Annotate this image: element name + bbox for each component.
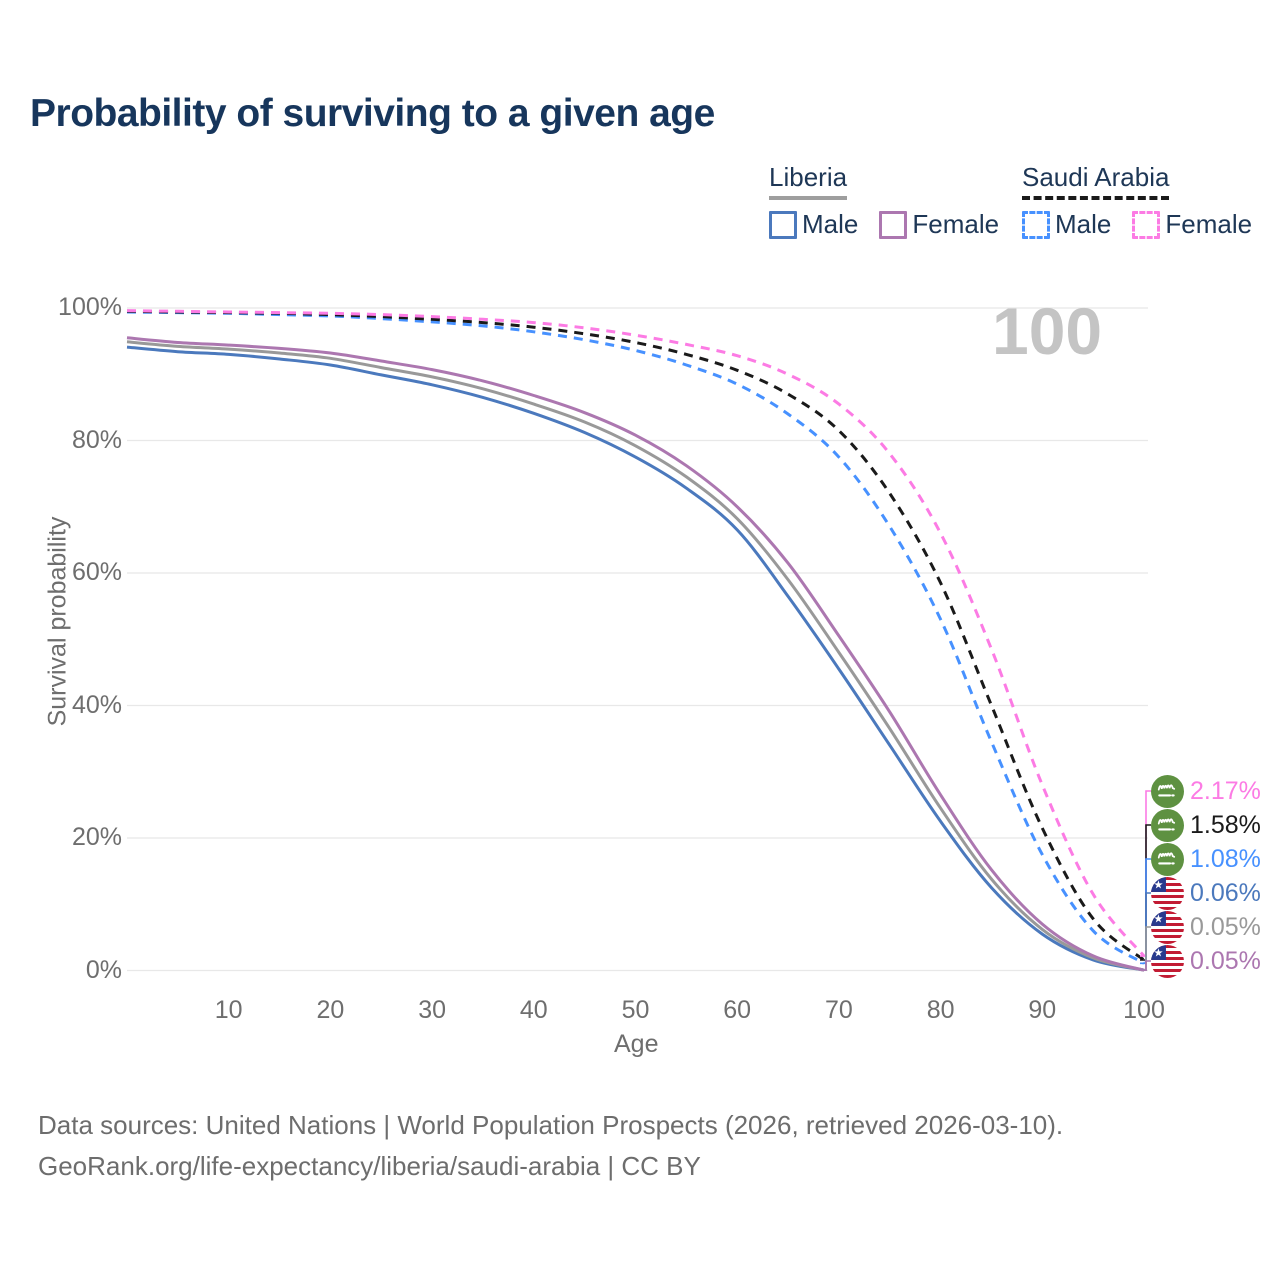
saudi-arabia-flag-icon (1151, 808, 1184, 842)
x-tick-50: 50 (621, 996, 650, 1024)
legend-item-saudi-arabia-female[interactable]: Female (1132, 209, 1252, 240)
x-tick-100: 100 (1123, 996, 1165, 1024)
end-label-saudi-arabia-male: 1.08% (1151, 842, 1261, 876)
x-tick-20: 20 (316, 996, 345, 1024)
end-label-saudi-arabia-both-sexes: 1.58% (1151, 808, 1261, 842)
end-label-liberia-both-sexes: 0.05% (1151, 910, 1261, 944)
legend-swatch-female (879, 210, 908, 239)
liberia-flag-icon (1151, 944, 1184, 978)
legend-label: Female (1165, 209, 1253, 239)
series-line-saudi-arabia-female[interactable] (126, 309, 1146, 958)
x-tick-90: 90 (1028, 996, 1057, 1024)
liberia-flag-icon (1151, 876, 1184, 910)
series-line-liberia-male[interactable] (126, 345, 1145, 972)
y-tick-20%: 20% (71, 823, 122, 851)
end-label-saudi-arabia-female: 2.17% (1151, 774, 1261, 808)
end-label-value: 1.58% (1190, 810, 1261, 839)
legend-swatch-male (769, 210, 797, 239)
end-label-connector-liberia-female (1140, 960, 1151, 971)
x-tick-10: 10 (214, 996, 243, 1024)
legend-item-liberia-female[interactable]: Female (879, 209, 999, 240)
series-line-saudi-arabia-both-sexes[interactable] (126, 309, 1145, 962)
legend-country-saudi-arabia[interactable]: Saudi Arabia (1022, 162, 1170, 200)
end-label-liberia-female: 0.05% (1151, 944, 1261, 978)
footer-attribution-line: GeoRank.org/life-expectancy/liberia/saud… (38, 1151, 701, 1181)
y-tick-40%: 40% (71, 690, 122, 719)
series-line-liberia-both-sexes[interactable] (126, 340, 1145, 972)
legend-item-liberia-male[interactable]: Male (769, 209, 858, 240)
end-label-value: 0.06% (1190, 878, 1261, 907)
page-title: Probability of surviving to a given age (30, 92, 715, 135)
legend-items: Male Female (1022, 209, 1273, 240)
end-label-liberia-male: 0.06% (1151, 876, 1261, 910)
legend-swatch-male (1022, 210, 1050, 239)
y-tick-80%: 80% (71, 425, 122, 454)
x-tick-80: 80 (926, 996, 955, 1024)
series-line-liberia-female[interactable] (126, 336, 1145, 972)
end-label-value: 0.05% (1190, 946, 1261, 975)
x-tick-30: 30 (418, 996, 446, 1024)
saudi-arabia-flag-icon (1151, 774, 1184, 808)
y-tick-0%: 0% (85, 955, 122, 984)
x-tick-60: 60 (723, 996, 752, 1024)
legend-label: Male (1055, 209, 1112, 239)
end-label-value: 2.17% (1190, 776, 1261, 805)
legend-group-liberia: Liberia Male Female (769, 162, 1020, 240)
end-label-value: 1.08% (1190, 844, 1261, 873)
y-tick-60%: 60% (71, 558, 122, 586)
x-tick-40: 40 (519, 996, 548, 1024)
legend-swatch-female (1132, 210, 1161, 239)
x-axis-title: Age (614, 1030, 659, 1058)
legend-item-saudi-arabia-male[interactable]: Male (1022, 209, 1111, 240)
series-line-saudi-arabia-male[interactable] (126, 310, 1145, 965)
liberia-flag-icon (1151, 910, 1184, 944)
legend-group-saudi-arabia: Saudi Arabia Male Female (1022, 162, 1273, 240)
legend-country-liberia[interactable]: Liberia (769, 162, 848, 200)
legend-items: Male Female (769, 209, 1020, 240)
y-tick-100%: 100% (58, 293, 122, 321)
footer-sources-line: Data sources: United Nations | World Pop… (38, 1110, 1064, 1140)
end-label-value: 0.05% (1190, 912, 1261, 941)
age-watermark: 100 (992, 294, 1103, 368)
saudi-arabia-flag-icon (1151, 842, 1184, 876)
x-tick-70: 70 (824, 996, 853, 1024)
legend-label: Female (912, 209, 1000, 239)
legend-label: Male (802, 209, 859, 239)
footer: Data sources: United Nations | World Pop… (38, 1105, 1063, 1187)
